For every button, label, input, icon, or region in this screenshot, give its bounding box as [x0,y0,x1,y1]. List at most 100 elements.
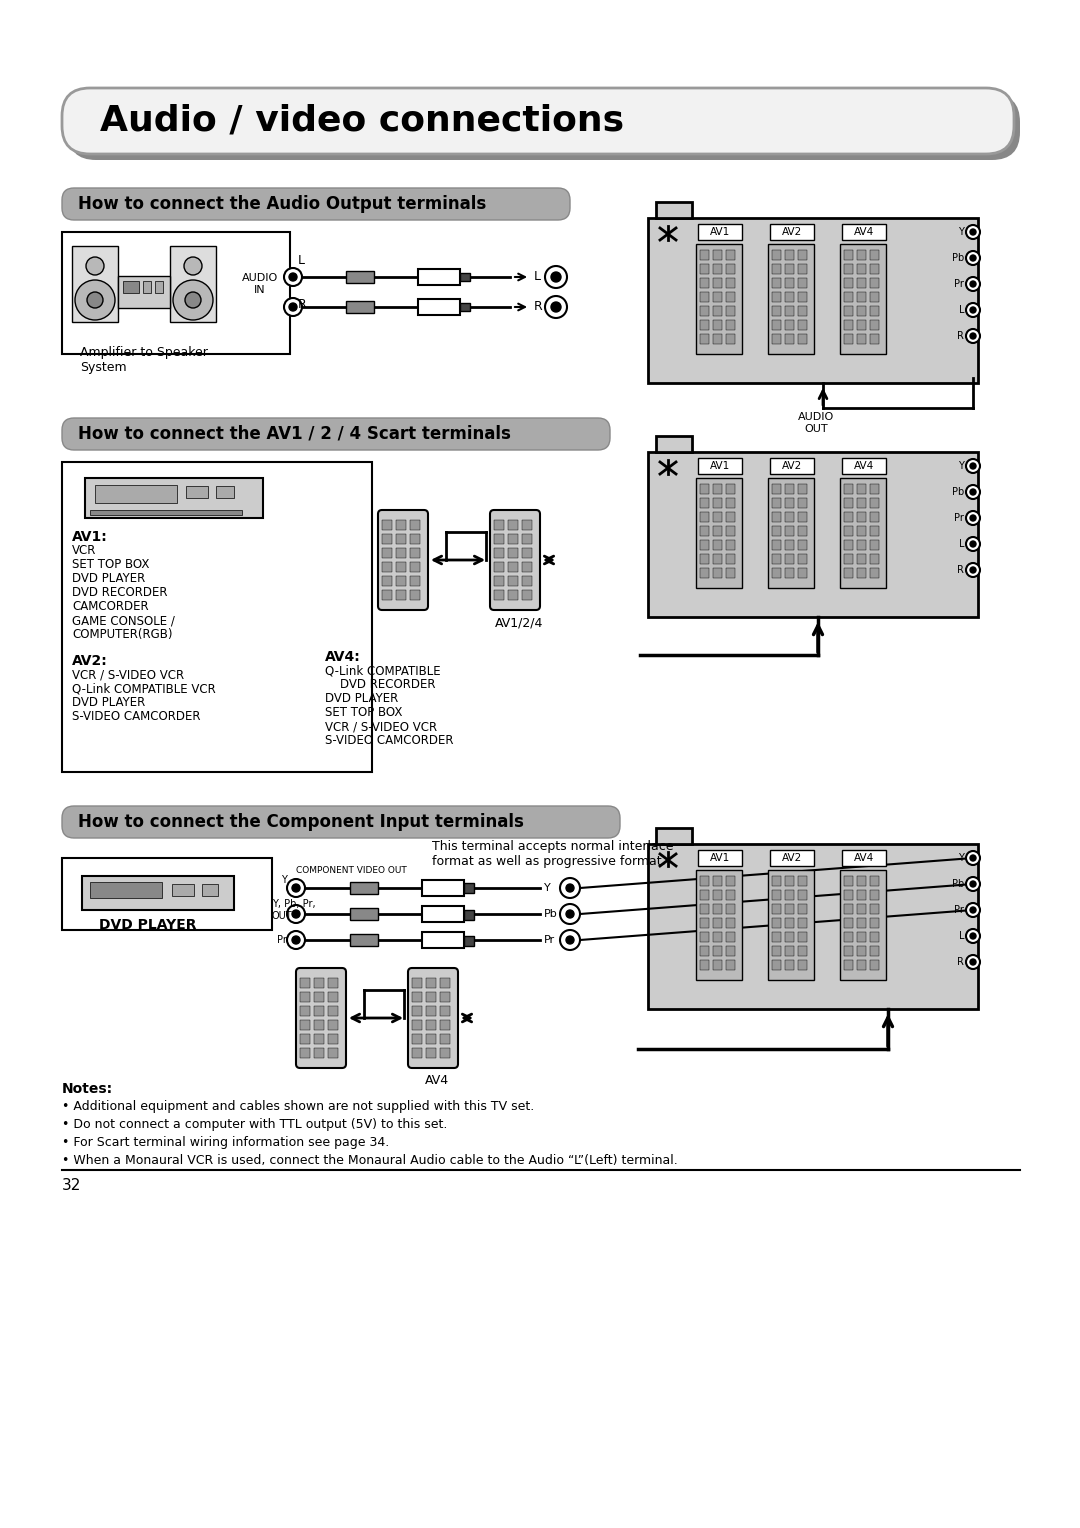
Bar [698,225,742,240]
Text: S-VIDEO CAMCORDER: S-VIDEO CAMCORDER [72,711,201,723]
Text: AV2: AV2 [782,853,802,863]
Bar [300,992,310,1002]
Bar [426,1034,436,1044]
Bar [870,278,879,287]
Text: Amplifier to Speaker
System: Amplifier to Speaker System [80,345,207,374]
Circle shape [966,536,980,552]
Bar [411,978,422,989]
Bar [858,512,866,523]
Bar [770,225,814,240]
Text: Pb: Pb [544,909,557,918]
Bar [785,335,794,344]
Bar [700,264,708,274]
Bar [713,932,723,941]
Text: DVD PLAYER: DVD PLAYER [72,695,145,709]
Bar [858,568,866,578]
Bar [843,264,853,274]
Text: Y: Y [958,461,964,471]
Bar [772,319,781,330]
Text: DVD PLAYER: DVD PLAYER [325,692,399,704]
Text: Pb: Pb [951,487,964,497]
Bar [700,319,708,330]
Text: AV4:: AV4: [325,649,361,665]
Bar [870,251,879,260]
Text: AV2: AV2 [782,228,802,237]
Circle shape [551,272,561,283]
Bar [772,555,781,564]
Bar [870,319,879,330]
Bar [858,555,866,564]
Bar [772,335,781,344]
Bar [713,264,723,274]
Bar [726,292,735,303]
Bar [870,889,879,900]
Bar [772,946,781,957]
Text: Audio / video connections: Audio / video connections [100,104,624,138]
Bar [700,568,708,578]
Bar [172,885,194,895]
Circle shape [561,931,580,950]
Text: R: R [957,957,964,967]
Text: 32: 32 [62,1178,81,1193]
Bar [798,876,807,886]
Bar [426,992,436,1002]
Bar [422,880,464,895]
Bar [843,905,853,914]
Circle shape [551,303,561,312]
Circle shape [970,960,976,966]
Bar [396,549,406,558]
Bar [648,843,978,1008]
Bar [464,937,474,946]
Bar [700,918,708,927]
Bar [785,960,794,970]
Text: How to connect the Component Input terminals: How to connect the Component Input termi… [78,813,524,831]
Bar [772,251,781,260]
Bar [494,590,504,601]
Circle shape [966,277,980,290]
Bar [785,512,794,523]
Text: L: L [298,254,305,266]
Bar [713,568,723,578]
Bar [772,539,781,550]
Bar [843,292,853,303]
Bar [798,306,807,316]
Bar [350,934,378,946]
Bar [858,292,866,303]
Bar [328,1048,338,1057]
Bar [143,281,151,293]
Bar [843,889,853,900]
Bar [410,576,420,587]
Bar [870,876,879,886]
Bar [858,932,866,941]
Bar [382,520,392,530]
Bar [494,549,504,558]
Bar [300,978,310,989]
Bar [713,319,723,330]
Bar [700,292,708,303]
Bar [314,1005,324,1016]
Bar [843,568,853,578]
Bar [785,876,794,886]
Bar [726,512,735,523]
Bar [843,526,853,536]
Bar [726,526,735,536]
Bar [870,932,879,941]
Bar [522,520,532,530]
Bar [843,306,853,316]
Text: Notes:: Notes: [62,1082,113,1096]
Text: AV2:: AV2: [72,654,108,668]
Bar [785,498,794,507]
Bar [464,883,474,892]
Bar [648,452,978,617]
Bar [382,549,392,558]
Bar [870,512,879,523]
Bar [798,889,807,900]
Circle shape [970,489,976,495]
Bar [858,498,866,507]
Circle shape [289,274,297,281]
Bar [785,292,794,303]
Circle shape [566,937,573,944]
Bar [700,306,708,316]
Text: L: L [959,539,964,549]
Bar [522,549,532,558]
